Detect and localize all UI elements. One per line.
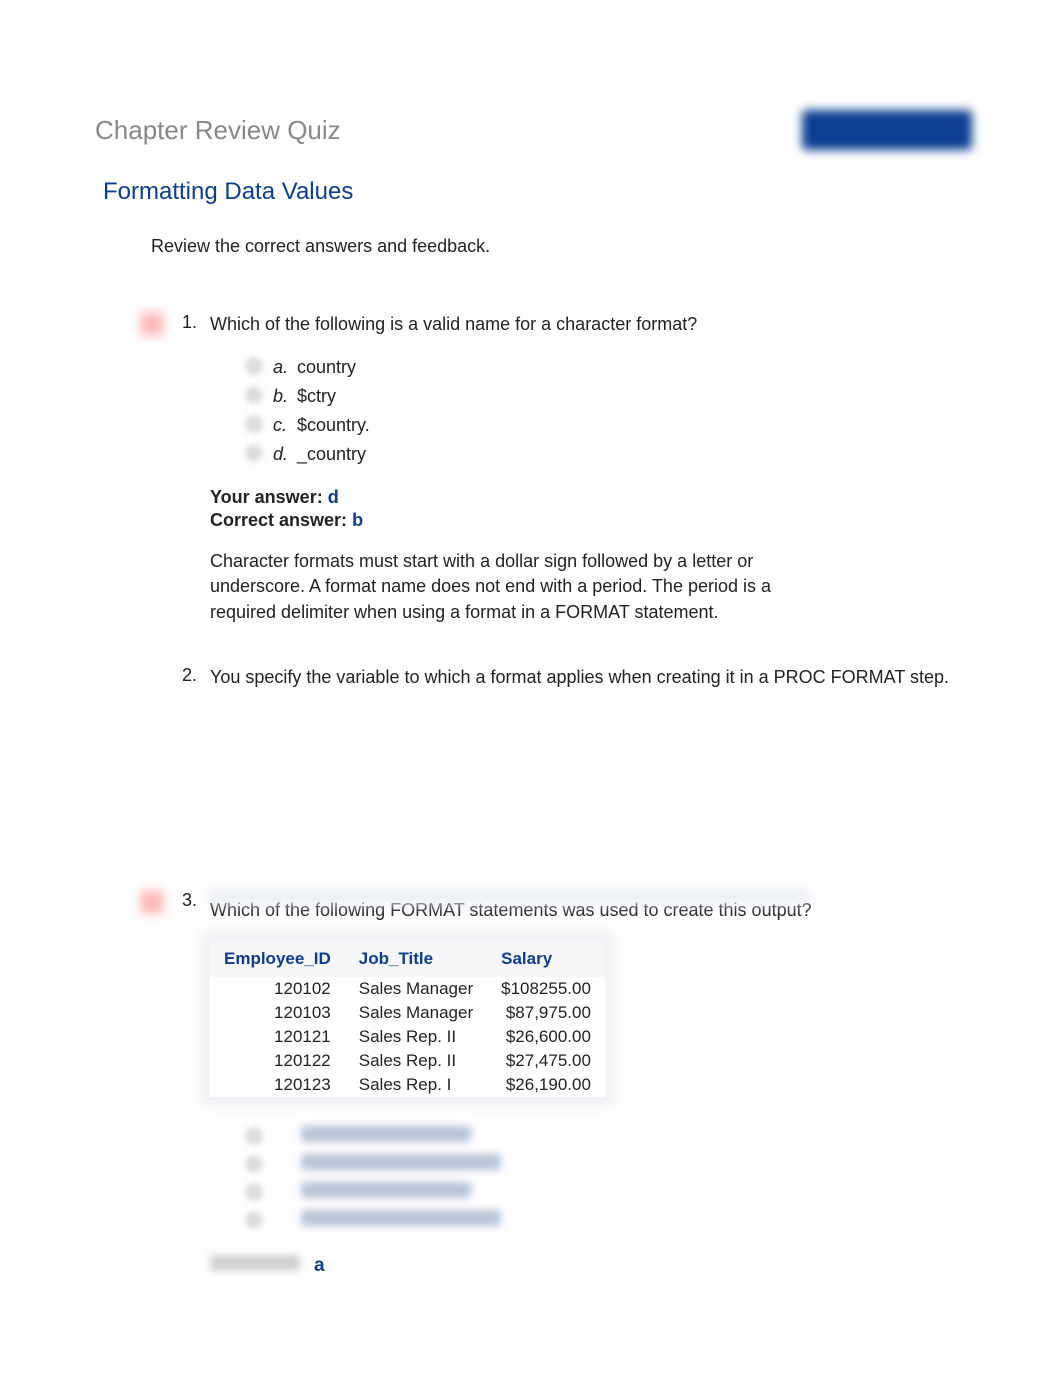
feedback-text: Character formats must start with a doll… — [210, 549, 810, 625]
option-text: country — [297, 357, 356, 378]
cell-job-title: Sales Rep. I — [345, 1073, 487, 1097]
question-2: 2. You specify the variable to which a f… — [140, 665, 972, 690]
cell-salary: $108255.00 — [487, 977, 605, 1001]
blurred-option — [245, 1125, 972, 1143]
answer-block: Your answer: d Correct answer: b — [210, 487, 972, 531]
cell-salary: $27,475.00 — [487, 1049, 605, 1073]
blur-strip — [210, 890, 810, 904]
question-number: 2. — [182, 665, 197, 686]
output-table: Employee_ID Job_Title Salary 120102 Sale… — [210, 941, 605, 1097]
table-row: 120122 Sales Rep. II $27,475.00 — [210, 1049, 605, 1073]
revealed-answer: a — [314, 1255, 325, 1277]
cell-salary: $26,600.00 — [487, 1025, 605, 1049]
radio-icon[interactable] — [245, 357, 263, 375]
radio-icon[interactable] — [245, 1211, 263, 1229]
col-header-salary: Salary — [487, 941, 605, 977]
question-text: You specify the variable to which a form… — [210, 665, 972, 690]
radio-icon[interactable] — [245, 1127, 263, 1145]
cell-employee-id: 120121 — [210, 1025, 345, 1049]
correct-answer-value: b — [352, 510, 363, 530]
table-header-row: Employee_ID Job_Title Salary — [210, 941, 605, 977]
radio-icon[interactable] — [245, 1183, 263, 1201]
table-row: 120103 Sales Manager $87,975.00 — [210, 1001, 605, 1025]
cell-employee-id: 120102 — [210, 977, 345, 1001]
chapter-title: Chapter Review Quiz — [95, 115, 341, 146]
blurred-option — [245, 1181, 972, 1199]
option-letter: c. — [273, 415, 297, 436]
score-box — [802, 110, 972, 150]
radio-icon[interactable] — [245, 1155, 263, 1173]
cell-job-title: Sales Manager — [345, 977, 487, 1001]
question-number: 3. — [182, 890, 197, 911]
table-row: 120102 Sales Manager $108255.00 — [210, 977, 605, 1001]
your-answer-label: Your answer: — [210, 487, 328, 507]
question-1: 1. Which of the following is a valid nam… — [140, 312, 972, 625]
radio-icon[interactable] — [245, 415, 263, 433]
cell-employee-id: 120123 — [210, 1073, 345, 1097]
result-marker-icon — [140, 312, 164, 336]
cell-employee-id: 120103 — [210, 1001, 345, 1025]
radio-icon[interactable] — [245, 386, 263, 404]
option-b: b. $ctry — [245, 384, 972, 407]
blurred-text — [301, 1210, 501, 1226]
cell-salary: $87,975.00 — [487, 1001, 605, 1025]
option-letter: b. — [273, 386, 297, 407]
blurred-text — [301, 1182, 471, 1198]
option-text: $country. — [297, 415, 370, 436]
your-answer-value: d — [328, 487, 339, 507]
option-a: a. country — [245, 355, 972, 378]
option-letter: d. — [273, 444, 297, 465]
col-header-employee-id: Employee_ID — [210, 941, 345, 977]
option-text: $ctry — [297, 386, 336, 407]
header-row: Chapter Review Quiz — [95, 110, 972, 150]
your-answer-line: Your answer: d — [210, 487, 972, 508]
correct-answer-label: Correct answer: — [210, 510, 352, 530]
option-c: c. $country. — [245, 413, 972, 436]
option-letter: a. — [273, 357, 297, 378]
option-text: _country — [297, 444, 366, 465]
section-title: Formatting Data Values — [103, 178, 972, 206]
cell-job-title: Sales Manager — [345, 1001, 487, 1025]
blurred-text — [301, 1154, 501, 1170]
col-header-job-title: Job_Title — [345, 941, 487, 977]
option-d: d. _country — [245, 442, 972, 465]
correct-answer-line: Correct answer: b — [210, 510, 972, 531]
review-instruction: Review the correct answers and feedback. — [151, 236, 972, 257]
answer-reveal-row: a — [210, 1255, 972, 1277]
table-row: 120123 Sales Rep. I $26,190.00 — [210, 1073, 605, 1097]
blurred-options — [245, 1125, 972, 1227]
question-text: Which of the following is a valid name f… — [210, 312, 972, 337]
cell-salary: $26,190.00 — [487, 1073, 605, 1097]
cell-job-title: Sales Rep. II — [345, 1049, 487, 1073]
cell-job-title: Sales Rep. II — [345, 1025, 487, 1049]
result-marker-icon — [140, 890, 164, 914]
blurred-option — [245, 1153, 972, 1171]
blurred-option — [245, 1209, 972, 1227]
blurred-text — [301, 1126, 471, 1142]
question-number: 1. — [182, 312, 197, 333]
blurred-label — [210, 1255, 300, 1271]
options-list: a. country b. $ctry c. $country. d. _cou… — [245, 355, 972, 465]
cell-employee-id: 120122 — [210, 1049, 345, 1073]
radio-icon[interactable] — [245, 444, 263, 462]
table-row: 120121 Sales Rep. II $26,600.00 — [210, 1025, 605, 1049]
question-3: 3. Which of the following FORMAT stateme… — [140, 890, 972, 1277]
page-container: Chapter Review Quiz Formatting Data Valu… — [0, 0, 1062, 1277]
